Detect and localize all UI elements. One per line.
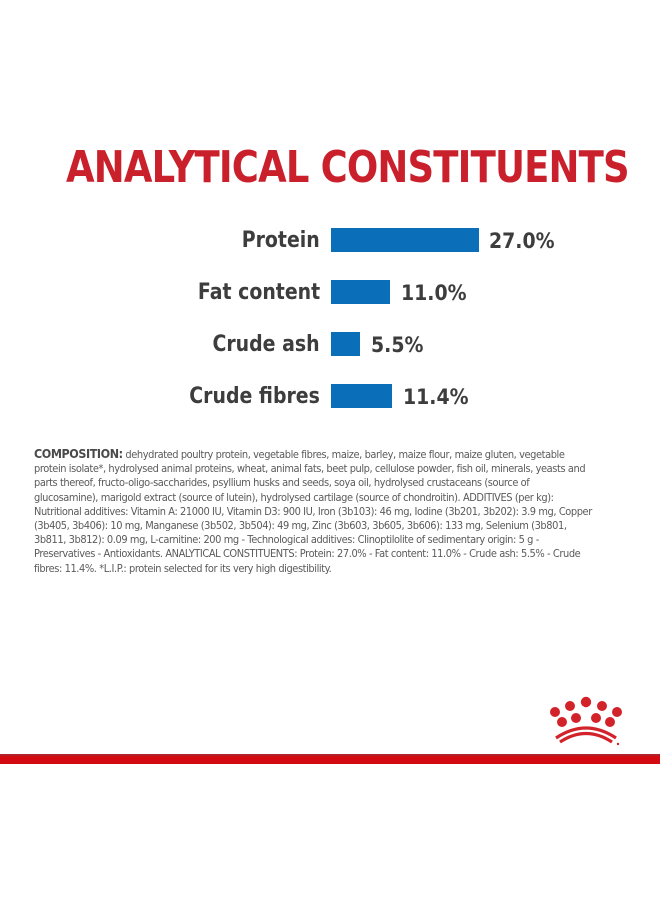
bar-label: Fat content <box>197 280 320 305</box>
bar-crude-fibres <box>331 384 392 408</box>
composition-text: COMPOSITION: dehydrated poultry protein,… <box>34 447 592 576</box>
bar-fat-content <box>331 280 390 304</box>
bar-value: 11.4% <box>403 385 469 409</box>
bar-protein <box>331 228 479 252</box>
bar-value: 27.0% <box>489 229 555 253</box>
bar-value: 11.0% <box>401 281 467 305</box>
chart-row-crude-ash: Crude ash 5.5% <box>0 328 660 362</box>
bar-value: 5.5% <box>371 333 424 357</box>
composition-body: dehydrated poultry protein, vegetable fi… <box>34 449 592 575</box>
composition-heading: COMPOSITION: <box>34 447 123 461</box>
chart-row-protein: Protein 27.0% <box>0 224 660 258</box>
bar-label: Crude fibres <box>189 384 320 409</box>
brand-red-stripe <box>0 754 660 764</box>
chart-row-fat-content: Fat content 11.0% <box>0 276 660 310</box>
bar-label: Crude ash <box>212 332 320 357</box>
page-title: ANALYTICAL CONSTITUENTS <box>66 142 630 193</box>
bar-crude-ash <box>331 332 360 356</box>
chart-row-crude-fibres: Crude fibres 11.4% <box>0 380 660 414</box>
bar-label: Protein <box>241 228 320 253</box>
crown-logo-icon <box>550 696 622 746</box>
